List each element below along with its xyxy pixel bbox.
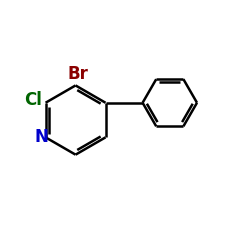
Text: N: N: [34, 128, 48, 146]
Text: Cl: Cl: [24, 91, 42, 109]
Text: Br: Br: [68, 65, 88, 83]
